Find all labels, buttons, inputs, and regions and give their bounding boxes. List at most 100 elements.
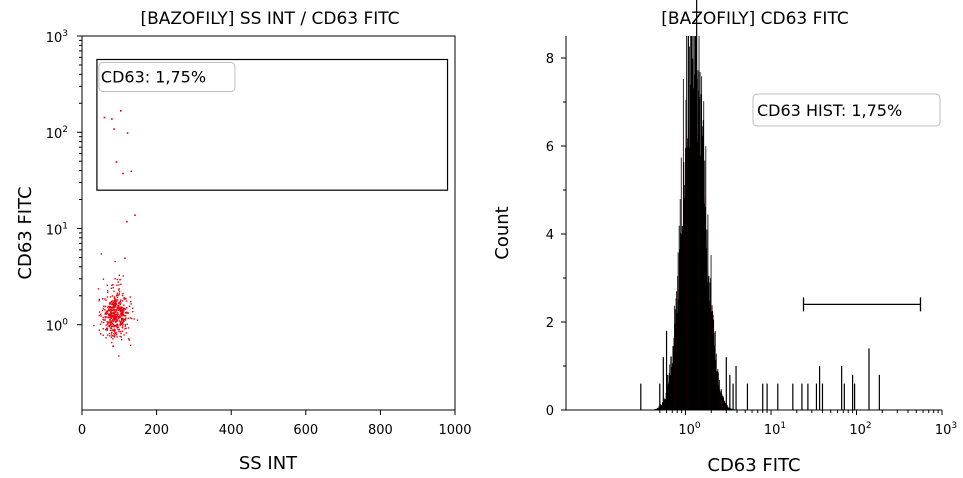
- scatter-point: [111, 316, 113, 318]
- scatter-point: [102, 321, 105, 324]
- scatter-point: [115, 161, 118, 163]
- scatter-point: [104, 315, 106, 318]
- scatter-point: [120, 323, 122, 325]
- scatter-point: [116, 300, 118, 302]
- scatter-point: [115, 324, 118, 327]
- scatter-point: [102, 318, 104, 321]
- scatter-point: [119, 311, 122, 313]
- scatter-point: [115, 321, 117, 323]
- scatter-y-axis-label: CD63 FITC: [15, 186, 36, 279]
- scatter-point: [103, 319, 105, 321]
- scatter-point: [102, 316, 104, 319]
- scatter-point: [114, 299, 117, 301]
- scatter-point: [136, 319, 139, 321]
- scatter-point: [110, 312, 112, 315]
- scatter-point: [113, 296, 116, 298]
- scatter-point: [122, 311, 124, 314]
- scatter-point: [101, 309, 104, 312]
- scatter-point: [118, 302, 120, 305]
- scatter-point: [133, 318, 135, 320]
- scatter-point: [121, 318, 123, 321]
- scatter-point: [113, 128, 115, 130]
- scatter-point: [118, 328, 121, 331]
- scatter-point: [134, 214, 136, 217]
- scatter-point: [114, 320, 116, 323]
- scatter-point: [104, 309, 106, 311]
- scatter-point: [121, 310, 124, 312]
- scatter-point: [118, 306, 120, 308]
- scatter-point: [112, 301, 114, 304]
- scatter-point: [131, 310, 134, 313]
- scatter-point: [117, 326, 120, 328]
- scatter-point: [113, 300, 115, 303]
- scatter-point: [125, 327, 127, 330]
- scatter-point: [106, 284, 108, 287]
- scatter-point: [114, 325, 116, 327]
- scatter-point: [99, 313, 102, 316]
- scatter-point: [120, 306, 122, 308]
- scatter-point: [120, 321, 122, 323]
- scatter-point: [120, 299, 122, 301]
- scatter-point: [112, 314, 114, 317]
- scatter-point: [113, 315, 115, 317]
- scatter-point: [123, 307, 126, 310]
- scatter-point: [129, 300, 132, 303]
- histogram-y-tick-label: 6: [546, 140, 554, 155]
- scatter-point: [114, 334, 116, 336]
- scatter-gate-region[interactable]: [96, 58, 449, 191]
- scatter-point: [119, 309, 121, 312]
- scatter-point: [120, 307, 123, 310]
- scatter-point: [113, 319, 116, 321]
- scatter-point: [107, 306, 109, 308]
- scatter-point: [114, 316, 117, 319]
- scatter-point: [108, 309, 110, 312]
- scatter-point: [118, 274, 121, 277]
- scatter-point: [125, 311, 127, 314]
- scatter-point: [121, 300, 124, 302]
- scatter-point: [98, 299, 100, 302]
- scatter-point: [118, 320, 121, 322]
- scatter-point: [115, 332, 118, 334]
- scatter-point: [128, 338, 130, 340]
- scatter-point: [124, 315, 127, 317]
- scatter-point: [119, 316, 121, 318]
- scatter-point: [118, 355, 120, 357]
- scatter-point: [111, 295, 114, 297]
- scatter-point: [118, 307, 121, 309]
- scatter-point: [119, 335, 121, 338]
- scatter-point: [109, 335, 111, 337]
- scatter-point: [119, 322, 122, 324]
- scatter-point: [118, 304, 120, 307]
- scatter-point: [115, 313, 118, 316]
- scatter-point: [114, 298, 116, 300]
- scatter-point: [111, 320, 113, 322]
- scatter-point: [117, 324, 119, 326]
- scatter-point: [100, 333, 102, 335]
- scatter-panel: [BAZOFILY] SS INT / CD63 FITC SS INT CD6…: [15, 9, 472, 474]
- scatter-y-tick-label: 100: [46, 318, 69, 335]
- scatter-point: [104, 313, 106, 315]
- scatter-point: [117, 307, 120, 310]
- scatter-point: [121, 326, 124, 329]
- scatter-point: [121, 317, 123, 319]
- scatter-point: [112, 308, 115, 310]
- scatter-point: [122, 275, 124, 277]
- scatter-point: [115, 333, 118, 336]
- scatter-point: [108, 326, 111, 328]
- scatter-point: [108, 316, 110, 318]
- scatter-point: [105, 324, 107, 326]
- scatter-point: [108, 324, 111, 327]
- scatter-point: [111, 331, 113, 334]
- scatter-point: [119, 314, 121, 317]
- scatter-point: [122, 319, 124, 321]
- scatter-point: [121, 309, 124, 311]
- scatter-point: [104, 312, 107, 314]
- scatter-point: [120, 336, 122, 338]
- scatter-point: [121, 325, 124, 327]
- scatter-point: [110, 315, 112, 317]
- scatter-point: [118, 288, 120, 290]
- scatter-point: [105, 311, 108, 313]
- scatter-point: [116, 323, 119, 326]
- scatter-point: [130, 317, 133, 320]
- scatter-point: [121, 322, 123, 324]
